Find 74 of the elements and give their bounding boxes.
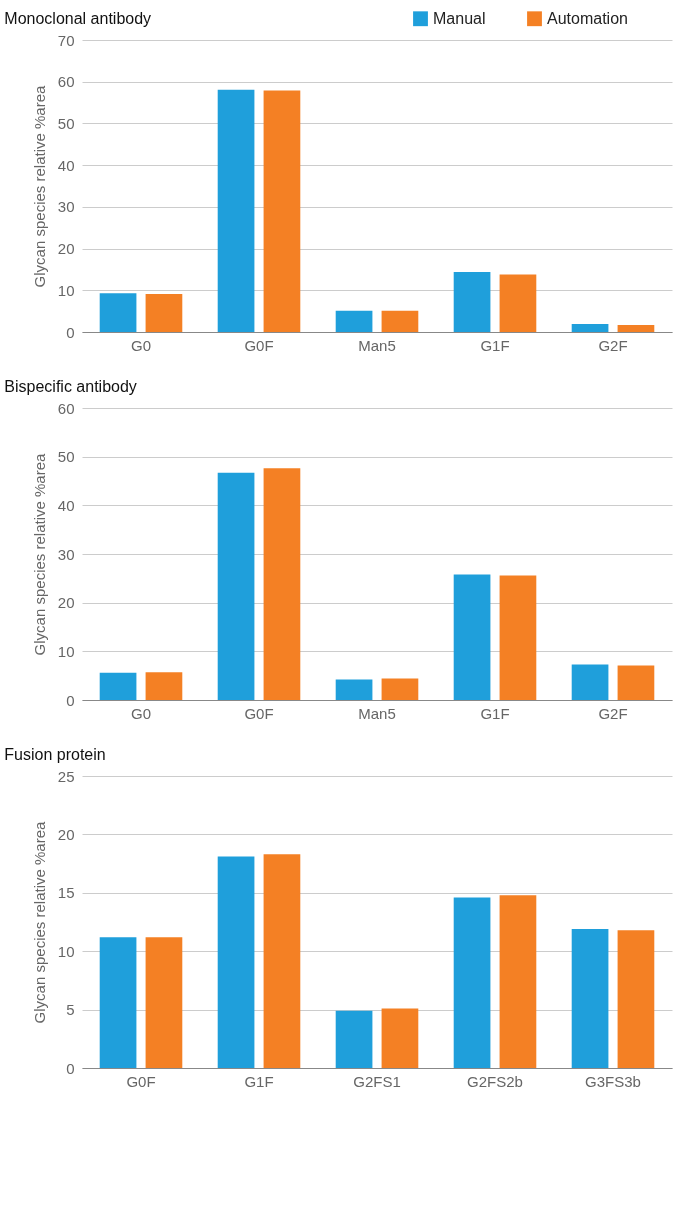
bar bbox=[617, 324, 655, 332]
y-tick-label: 0 bbox=[66, 691, 75, 709]
bar bbox=[453, 574, 491, 700]
y-tick-label: 0 bbox=[66, 1059, 75, 1077]
x-tick-label: G1F bbox=[480, 336, 510, 354]
y-tick-label: 30 bbox=[57, 198, 75, 216]
bar bbox=[571, 324, 609, 332]
y-tick-label: 60 bbox=[57, 399, 75, 417]
bar bbox=[217, 89, 255, 332]
y-tick-label: 20 bbox=[57, 594, 75, 612]
y-tick-label: 50 bbox=[57, 448, 75, 466]
bar bbox=[381, 678, 419, 700]
y-tick-label: 60 bbox=[57, 73, 75, 91]
bar bbox=[217, 472, 255, 700]
bar bbox=[381, 310, 419, 332]
x-tick-label: G2F bbox=[598, 704, 628, 722]
bar bbox=[145, 672, 183, 700]
y-tick-label: 70 bbox=[57, 31, 75, 49]
x-tick-label: G1F bbox=[480, 704, 510, 722]
bar bbox=[335, 679, 373, 700]
y-tick-label: 10 bbox=[57, 281, 75, 299]
bar bbox=[571, 929, 609, 1068]
x-tick-label: G0F bbox=[126, 1072, 156, 1090]
x-tick-label: G2FS1 bbox=[353, 1072, 401, 1090]
x-tick-label: G2F bbox=[598, 336, 628, 354]
bar bbox=[617, 665, 655, 700]
y-tick-label: 10 bbox=[57, 642, 75, 660]
x-tick-label: G0 bbox=[130, 704, 152, 722]
bar bbox=[571, 664, 609, 700]
y-tick-label: 5 bbox=[66, 1001, 75, 1019]
x-tick-label: G0 bbox=[130, 336, 152, 354]
chart-title: Monoclonal antibody bbox=[4, 10, 152, 27]
y-tick-label: 50 bbox=[57, 114, 75, 132]
bar bbox=[617, 930, 655, 1068]
y-axis-title: Glycan species relative %area bbox=[30, 820, 48, 1024]
y-tick-label: 0 bbox=[66, 323, 75, 341]
bar bbox=[381, 1008, 419, 1068]
bar bbox=[145, 294, 183, 332]
x-tick-label: G2FS2b bbox=[467, 1072, 523, 1090]
x-tick-label: Man5 bbox=[358, 336, 396, 354]
legend-label: Manual bbox=[433, 9, 486, 27]
y-tick-label: 20 bbox=[57, 240, 75, 258]
y-axis-title: Glycan species relative %area bbox=[30, 84, 48, 288]
bar bbox=[499, 274, 537, 332]
bar bbox=[145, 937, 183, 1068]
chart-title: Fusion protein bbox=[4, 746, 106, 763]
bar bbox=[263, 90, 301, 332]
y-tick-label: 25 bbox=[57, 767, 75, 785]
bar bbox=[99, 293, 137, 332]
bar bbox=[335, 310, 373, 332]
y-axis-title: Glycan species relative %area bbox=[30, 452, 48, 656]
y-tick-label: 40 bbox=[57, 496, 75, 514]
bar bbox=[335, 1010, 373, 1068]
bar bbox=[99, 937, 137, 1068]
bar bbox=[263, 468, 301, 700]
x-tick-label: Man5 bbox=[358, 704, 396, 722]
bar bbox=[453, 897, 491, 1068]
x-tick-label: G0F bbox=[244, 336, 274, 354]
y-tick-label: 30 bbox=[57, 545, 75, 563]
legend-label: Automation bbox=[547, 9, 628, 27]
bar bbox=[499, 895, 537, 1068]
bar bbox=[263, 854, 301, 1068]
x-tick-label: G3FS3b bbox=[585, 1072, 641, 1090]
bar bbox=[99, 672, 137, 700]
bar bbox=[499, 575, 537, 700]
y-tick-label: 40 bbox=[57, 156, 75, 174]
y-tick-label: 15 bbox=[57, 884, 75, 902]
chart-title: Bispecific antibody bbox=[4, 378, 137, 395]
x-tick-label: G1F bbox=[244, 1072, 274, 1090]
bar bbox=[217, 856, 255, 1068]
y-tick-label: 20 bbox=[57, 825, 75, 843]
x-tick-label: G0F bbox=[244, 704, 274, 722]
bar bbox=[453, 271, 491, 332]
y-tick-label: 10 bbox=[57, 942, 75, 960]
